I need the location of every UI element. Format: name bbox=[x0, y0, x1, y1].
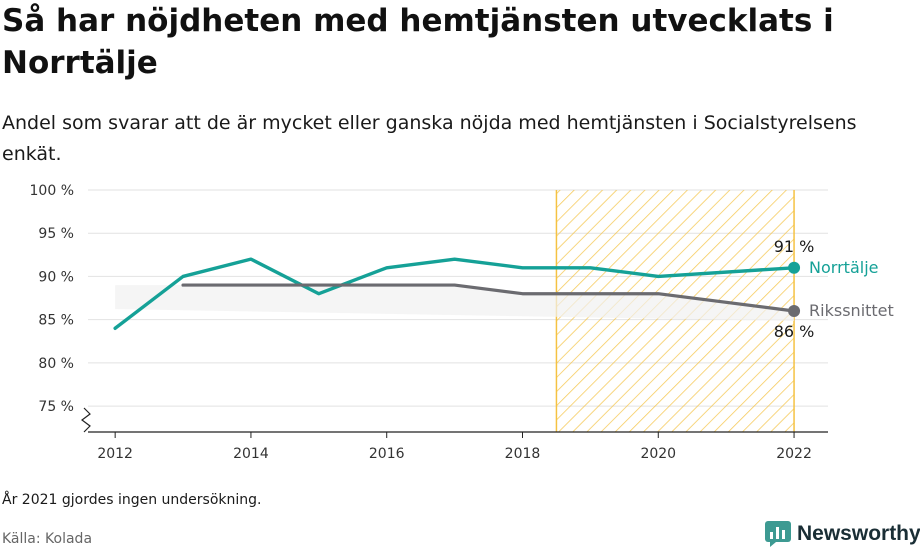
source-text: Källa: Kolada bbox=[2, 531, 93, 547]
x-tick-label: 2014 bbox=[233, 446, 269, 462]
newsworthy-logo: Newsworthy bbox=[765, 520, 920, 548]
y-tick-label: 75 % bbox=[38, 399, 74, 415]
series-end-marker bbox=[788, 261, 801, 274]
footnote: År 2021 gjordes ingen undersökning. bbox=[2, 492, 262, 508]
series-value-label: 86 % bbox=[774, 322, 815, 341]
axes: 75 % 80 % 85 % 90 % 95 % 100 % 2012 2014 2016 201… bbox=[30, 183, 828, 462]
y-tick-label: 85 % bbox=[38, 313, 74, 329]
chart-title: Så har nöjdheten med hemtjänsten utveckl… bbox=[2, 3, 834, 81]
chart-labels: Norrtälje 91 % Rikssnittet 86 % bbox=[774, 237, 894, 341]
y-tick-label: 80 % bbox=[38, 356, 74, 372]
series-name-label: Rikssnittet bbox=[809, 301, 894, 320]
axis-break-icon bbox=[81, 407, 91, 433]
y-tick-label: 95 % bbox=[38, 226, 74, 242]
line-chart: 75 % 80 % 85 % 90 % 95 % 100 % 2012 2014 2016 201… bbox=[30, 183, 894, 462]
series-value-label: 91 % bbox=[774, 237, 815, 256]
x-tick-label: 2016 bbox=[369, 446, 405, 462]
x-tick-label: 2012 bbox=[97, 446, 133, 462]
x-tick-label: 2018 bbox=[505, 446, 541, 462]
series-lines bbox=[113, 257, 801, 330]
series-end-marker bbox=[788, 305, 801, 317]
y-tick-label: 90 % bbox=[38, 269, 74, 285]
y-tick-label: 100 % bbox=[30, 183, 74, 199]
x-tick-label: 2020 bbox=[640, 446, 676, 462]
bar-chart-speech-icon bbox=[765, 521, 791, 547]
series-line-norrtälje bbox=[113, 257, 796, 330]
chart-subtitle: Andel som svarar att de är mycket eller … bbox=[2, 112, 857, 165]
x-tick-label: 2022 bbox=[776, 446, 812, 462]
brand-name: Newsworthy bbox=[797, 522, 920, 545]
series-line-rikssnittet bbox=[181, 283, 796, 313]
series-name-label: Norrtälje bbox=[809, 258, 878, 277]
